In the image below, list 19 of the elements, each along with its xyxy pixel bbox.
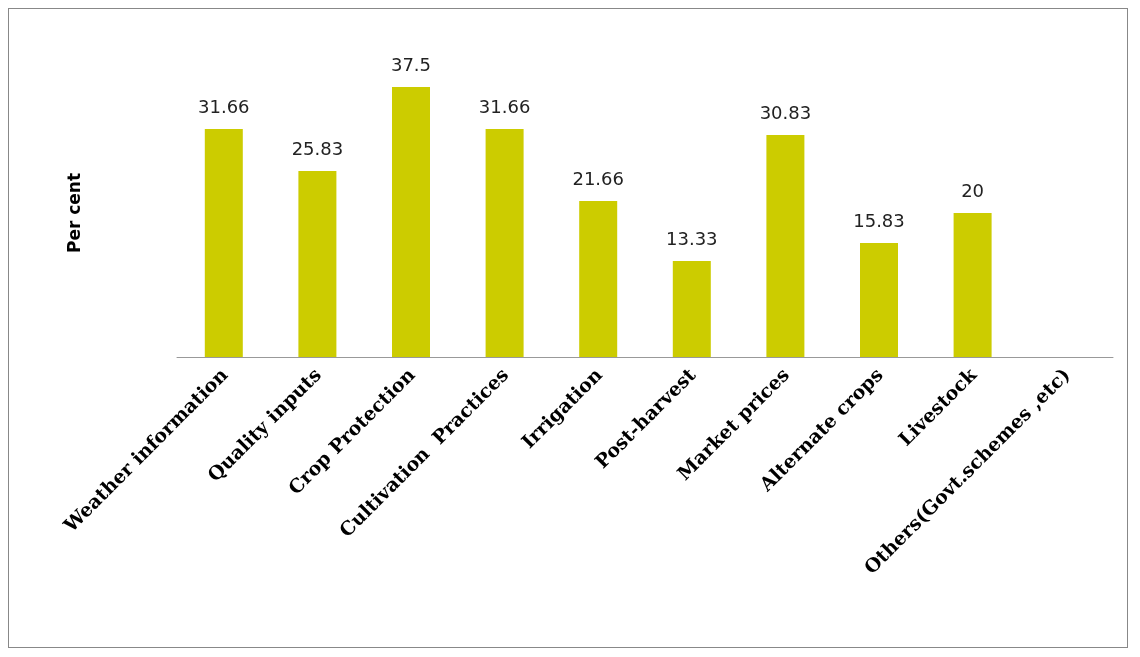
- bar: [672, 261, 711, 357]
- bar: [204, 129, 243, 357]
- data-label: 31.66: [478, 95, 531, 117]
- bar: [766, 135, 805, 357]
- data-label: 15.83: [853, 209, 905, 231]
- data-label: 30.83: [759, 101, 812, 123]
- bar: [860, 243, 898, 357]
- data-label: 37.5: [390, 53, 432, 75]
- data-label: 31.66: [198, 95, 250, 117]
- data-label: 21.66: [572, 167, 624, 189]
- bar: [392, 87, 430, 357]
- bar: [953, 213, 992, 357]
- data-label: 20: [961, 179, 985, 201]
- bar: [298, 171, 337, 357]
- bar: [485, 129, 524, 357]
- data-label: 25.83: [291, 137, 344, 159]
- y-axis-title: Per cent: [63, 172, 84, 254]
- bar: [579, 201, 618, 357]
- data-label: 13.33: [666, 227, 718, 249]
